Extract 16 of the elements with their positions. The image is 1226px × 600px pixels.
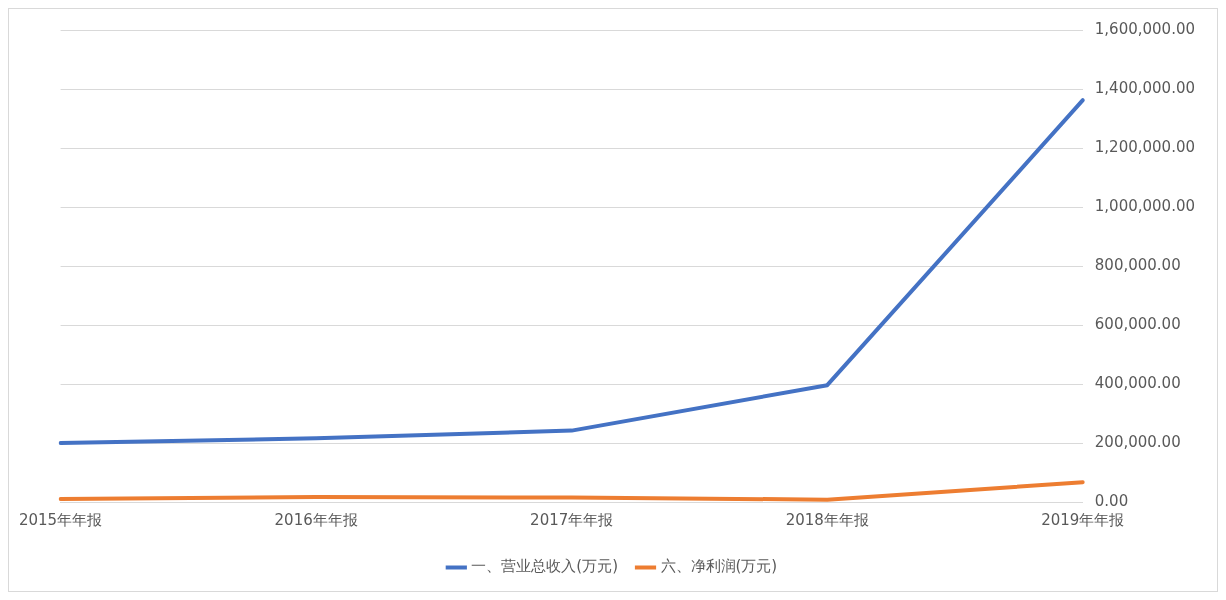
y-tick-label: 1,600,000.00 [1094, 19, 1196, 38]
legend-label: 一、营业总收入(万元) [471, 557, 619, 576]
legend-label: 六、净利润(万元) [660, 557, 778, 576]
y-tick-label: 1,000,000.00 [1094, 196, 1196, 215]
x-tick-label: 2017年年报 [530, 510, 614, 529]
y-tick-label: 600,000.00 [1094, 314, 1181, 333]
y-tick-label: 1,400,000.00 [1094, 78, 1196, 97]
x-tick-label: 2015年年报 [18, 510, 103, 529]
y-tick-label: 400,000.00 [1094, 373, 1181, 392]
y-tick-label: 800,000.00 [1094, 255, 1181, 274]
x-tick-label: 2018年年报 [785, 510, 869, 529]
y-tick-label: 0.00 [1094, 491, 1129, 510]
y-tick-label: 200,000.00 [1094, 432, 1181, 451]
y-tick-label: 1,200,000.00 [1094, 137, 1196, 156]
x-tick-label: 2016年年报 [274, 510, 358, 529]
x-tick-label: 2019年年报 [1041, 510, 1125, 529]
